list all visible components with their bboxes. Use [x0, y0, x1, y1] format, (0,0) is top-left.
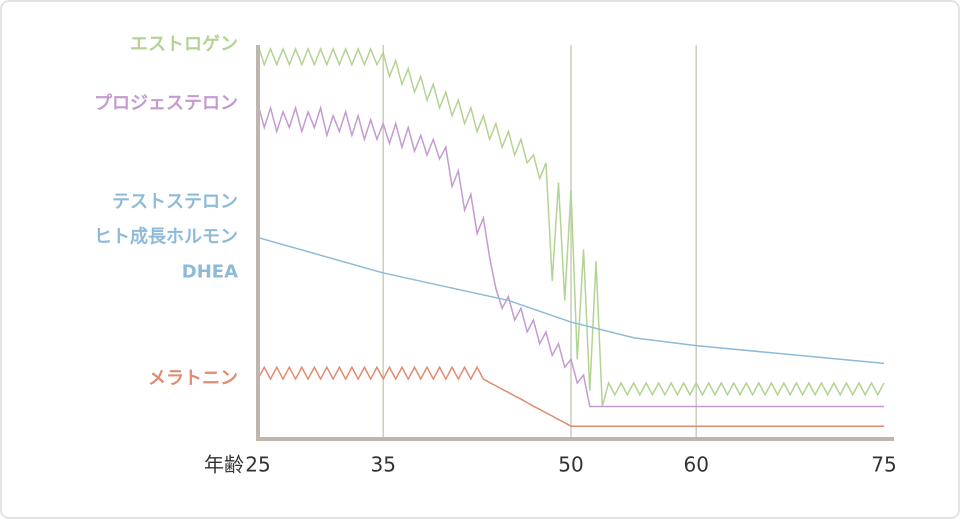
x-tick-label: 50 — [558, 453, 583, 477]
series-line — [257, 103, 884, 408]
x-axis-label: 年齢 — [204, 453, 244, 477]
series-line — [257, 365, 884, 427]
legend-label: プロジェステロン — [94, 92, 238, 114]
x-tick-label: 75 — [871, 453, 896, 477]
legend-label: メラトニン — [148, 368, 238, 389]
x-tick-label: 35 — [370, 453, 395, 477]
legend-label: テストステロン — [112, 192, 238, 213]
x-tick-label: 60 — [683, 453, 708, 477]
legend-label: ヒト成長ホルモン — [94, 226, 238, 248]
x-tick-label: 25 — [245, 453, 270, 477]
series-line — [257, 236, 885, 365]
legend-label: DHEA — [182, 262, 238, 283]
legend-label: エストロゲン — [130, 33, 238, 55]
series-line — [257, 44, 885, 407]
